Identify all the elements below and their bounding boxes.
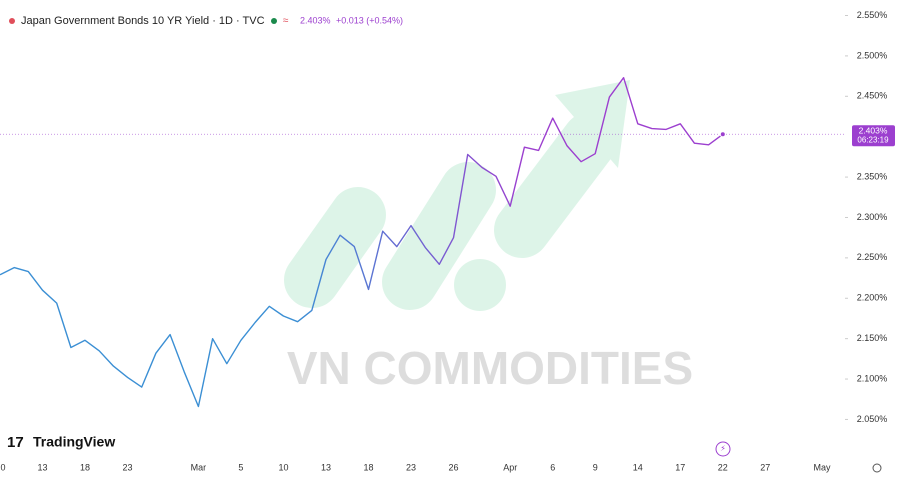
watermark: VN COMMODITIES: [287, 342, 693, 394]
y-tick-label: 2.100%: [857, 373, 888, 383]
logo-mark: 17: [7, 434, 24, 451]
legend-price: 2.403%: [300, 15, 331, 25]
watermark-logo: [284, 80, 630, 311]
x-tick-label: 17: [675, 462, 685, 472]
brand: TradingView: [33, 434, 115, 450]
x-tick-label: 10: [278, 462, 288, 472]
price-line: [0, 77, 724, 408]
x-tick-label: 23: [406, 462, 416, 472]
status-dot: [271, 18, 277, 24]
event-icon[interactable]: [715, 441, 731, 457]
y-tick-label: 2.250%: [857, 252, 888, 262]
x-tick-label: 23: [123, 462, 133, 472]
status-icon: ≈: [283, 16, 289, 27]
x-tick-label: 9: [593, 462, 598, 472]
y-tick-label: 2.200%: [857, 293, 888, 303]
x-tick-label: Mar: [191, 462, 207, 472]
x-tick-label: 0: [0, 462, 5, 472]
y-tick-label: 2.050%: [857, 414, 888, 424]
x-tick-label: 18: [80, 462, 90, 472]
y-tick-label: 2.450%: [857, 91, 888, 101]
legend-change: +0.013 (+0.54%): [336, 15, 403, 25]
y-tick-label: 2.350%: [857, 171, 888, 181]
y-tick-label: 2.550%: [857, 10, 888, 20]
x-tick-label: 6: [550, 462, 555, 472]
event-icon-glyph: ⚡: [720, 444, 726, 453]
x-tick-label: 14: [633, 462, 643, 472]
price-label-box: [852, 125, 895, 147]
x-tick-label: 13: [321, 462, 331, 472]
y-tick-label: 2.300%: [857, 212, 888, 222]
x-tick-label: 13: [38, 462, 48, 472]
price-label: 2.403%: [859, 126, 888, 136]
last-point: [719, 131, 726, 138]
countdown: 06:23:19: [857, 135, 889, 144]
x-tick-label: 18: [363, 462, 373, 472]
legend-title: Japan Government Bonds 10 YR Yield · 1D …: [21, 15, 265, 27]
x-tick-label: 27: [760, 462, 770, 472]
y-tick-label: 2.150%: [857, 333, 888, 343]
x-tick-label: Apr: [503, 462, 517, 472]
y-tick-label: 2.500%: [857, 50, 888, 60]
x-tick-label: 22: [718, 462, 728, 472]
x-tick-label: 26: [449, 462, 459, 472]
legend-dot: [9, 18, 15, 24]
settings-icon[interactable]: [872, 463, 882, 473]
x-tick-label: May: [813, 462, 831, 472]
x-tick-label: 5: [238, 462, 243, 472]
